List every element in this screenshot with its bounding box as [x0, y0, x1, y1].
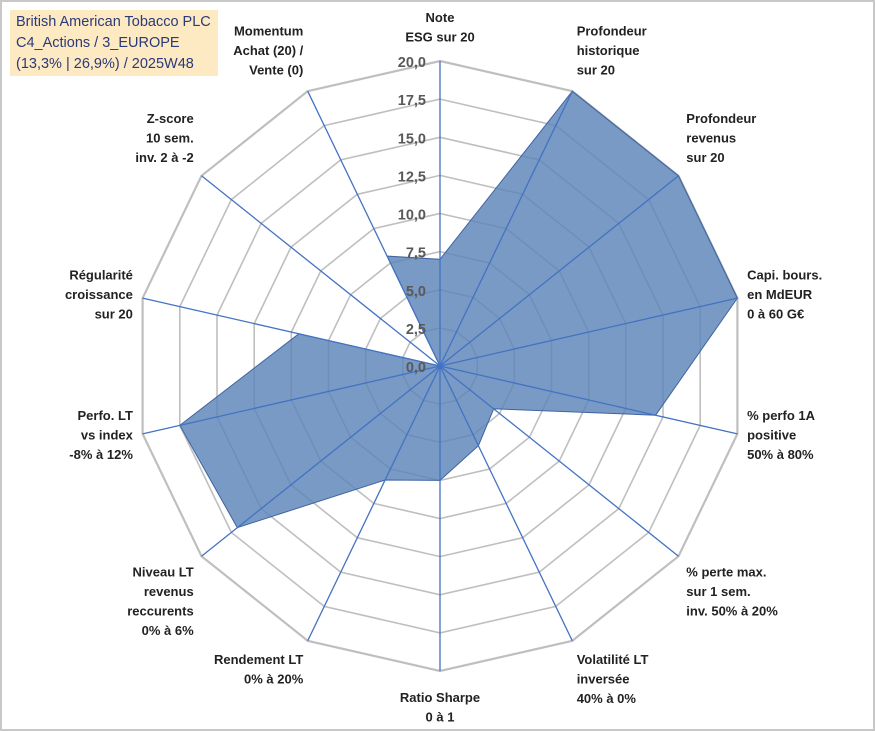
tick-label: 2,5 [406, 322, 426, 338]
category-label-line: Z-score [147, 111, 194, 126]
category-label: Capi. bours. en MdEUR 0 à 60 G€ [747, 268, 822, 322]
title-line-company: British American Tobacco PLC [16, 14, 211, 30]
category-label-line: 0 à 60 G€ [747, 307, 804, 322]
axis-spoke [142, 297, 441, 367]
category-label-line: revenus [144, 584, 194, 599]
category-label-line: revenus [686, 131, 736, 146]
category-label-line: inv. 50% à 20% [686, 603, 778, 618]
category-label-line: sur 20 [686, 150, 724, 165]
category-label-line: inv. 2 à -2 [135, 150, 193, 165]
category-label-line: en MdEUR [747, 287, 813, 302]
tick-label: 15,0 [398, 131, 426, 147]
category-label: Rendement LT 0% à 20% [214, 652, 304, 687]
category-label-line: Perfo. LT [78, 408, 133, 423]
tick-label: 5,0 [406, 284, 426, 300]
chart-title-box: British American Tobacco PLC C4_Actions … [10, 10, 218, 76]
category-label-line: vs index [81, 427, 134, 442]
axis-spoke [439, 297, 738, 367]
title-line-stats: (13,3% | 26,9%) / 2025W48 [16, 56, 194, 72]
axis-spoke [201, 365, 441, 557]
title-line-category: C4_Actions / 3_EUROPE [16, 35, 180, 51]
axis-spoke [142, 365, 441, 435]
category-label: Profondeur revenus sur 20 [686, 111, 756, 165]
category-label-line: 40% à 0% [577, 691, 637, 706]
category-label: Momentum Achat (20) / Vente (0) [233, 24, 303, 78]
category-label-line: sur 1 sem. [686, 584, 750, 599]
axis-spoke [307, 90, 441, 367]
category-label-line: Profondeur [686, 111, 756, 126]
category-label-line: Note [426, 10, 455, 25]
category-label-line: ESG sur 20 [405, 30, 474, 45]
axis-spoke [439, 365, 679, 557]
category-label-line: 50% à 80% [747, 447, 814, 462]
category-label-line: 0% à 6% [142, 623, 194, 638]
category-label: Z-score 10 sem. inv. 2 à -2 [135, 111, 193, 165]
category-label-line: 10 sem. [146, 131, 194, 146]
category-label: Volatilité LT inversée 40% à 0% [577, 652, 649, 706]
category-label-line: % perte max. [686, 564, 766, 579]
tick-label: 0,0 [406, 360, 426, 376]
category-label-line: positive [747, 427, 796, 442]
axis-spoke [439, 365, 738, 435]
category-label-line: Profondeur [577, 24, 647, 39]
axis-spoke [439, 175, 679, 367]
category-label-line: historique [577, 43, 640, 58]
axis-spoke [439, 365, 573, 642]
category-label-line: Achat (20) / [233, 43, 303, 58]
category-label-line: Ratio Sharpe [400, 690, 480, 705]
category-label-line: Rendement LT [214, 652, 303, 667]
tick-label: 17,5 [398, 93, 426, 109]
category-label-line: Momentum [234, 24, 303, 39]
category-label-line: Vente (0) [249, 63, 303, 78]
category-label: Niveau LT revenus reccurents 0% à 6% [127, 564, 194, 638]
category-label-line: sur 20 [95, 307, 133, 322]
axis-spoke [439, 90, 573, 367]
category-label-line: inversée [577, 671, 630, 686]
tick-label: 20,0 [398, 55, 426, 71]
category-label: Perfo. LT vs index -8% à 12% [69, 408, 133, 462]
axis-spoke [201, 175, 441, 367]
category-label: Ratio Sharpe 0 à 1 [400, 690, 480, 725]
series-area [179, 90, 738, 529]
axis-spoke [307, 365, 441, 642]
category-label-line: Régularité [69, 268, 133, 283]
category-label: Profondeur historique sur 20 [577, 24, 647, 78]
tick-label: 7,5 [406, 246, 426, 262]
category-label-line: Capi. bours. [747, 268, 822, 283]
category-label-line: sur 20 [577, 63, 615, 78]
category-label-line: reccurents [127, 603, 193, 618]
category-label-line: 0 à 1 [426, 710, 455, 725]
category-label: % perfo 1A positive 50% à 80% [747, 408, 816, 462]
tick-label: 10,0 [398, 208, 426, 224]
category-label-line: % perfo 1A [747, 408, 816, 423]
category-label-line: 0% à 20% [244, 671, 304, 686]
category-label: Régularité croissance sur 20 [65, 268, 133, 322]
category-label: Note ESG sur 20 [405, 10, 474, 45]
category-label-line: -8% à 12% [69, 447, 133, 462]
category-label-line: Niveau LT [133, 564, 194, 579]
category-label-line: Volatilité LT [577, 652, 649, 667]
category-label-line: croissance [65, 287, 133, 302]
tick-label: 12,5 [398, 169, 426, 185]
category-label: % perte max. sur 1 sem. inv. 50% à 20% [686, 564, 778, 618]
